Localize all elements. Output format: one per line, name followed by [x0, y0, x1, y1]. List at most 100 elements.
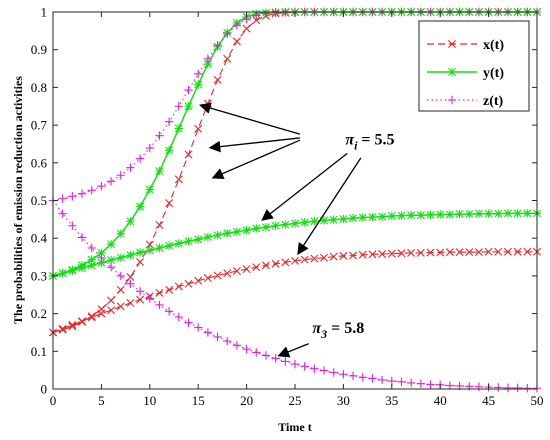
- data-point: [387, 249, 396, 258]
- data-point: [407, 248, 416, 257]
- data-point: [135, 202, 145, 211]
- data-point: [339, 214, 348, 224]
- data-point: [242, 226, 251, 235]
- data-point: [106, 263, 116, 272]
- data-point: [252, 224, 261, 233]
- annotation-label: πi = 5.5: [345, 132, 394, 153]
- data-point: [300, 218, 309, 227]
- data-point: [523, 247, 532, 256]
- data-point: [242, 265, 251, 274]
- data-point: [329, 252, 338, 261]
- data-point: [329, 215, 338, 224]
- data-point: [271, 8, 280, 17]
- data-point: [126, 273, 135, 282]
- data-point: [58, 324, 67, 333]
- legend-entry-xt: x(t): [427, 38, 504, 53]
- data-point: [406, 378, 416, 388]
- x-tick-label: 40: [434, 393, 447, 408]
- x-tick-label: 5: [98, 393, 105, 408]
- data-point: [503, 209, 513, 218]
- data-point: [426, 210, 435, 220]
- data-point: [436, 248, 445, 257]
- data-point: [58, 209, 67, 218]
- data-point: [474, 248, 483, 257]
- data-point: [194, 323, 203, 332]
- data-point: [165, 285, 174, 294]
- data-point: [397, 211, 406, 220]
- data-point: [78, 317, 87, 326]
- y-tick-label: 0.3: [31, 268, 47, 283]
- annotation-value: = 5.8: [327, 320, 364, 337]
- data-point: [213, 75, 222, 84]
- data-point: [523, 384, 532, 393]
- data-point: [145, 294, 154, 303]
- data-point: [503, 383, 513, 393]
- data-point: [261, 351, 271, 360]
- data-point: [281, 357, 290, 366]
- data-point: [445, 210, 455, 219]
- data-point: [426, 248, 435, 257]
- data-point: [300, 255, 309, 264]
- annotation-symbol: π: [312, 320, 322, 337]
- data-point: [484, 209, 493, 218]
- data-point: [97, 248, 106, 258]
- annotation-arrow: [208, 137, 300, 153]
- data-point: [126, 217, 135, 226]
- data-point: [194, 80, 203, 89]
- data-point: [397, 249, 406, 258]
- data-point: [203, 274, 212, 283]
- data-point: [145, 246, 154, 255]
- data-point: [436, 210, 445, 219]
- data-point: [378, 250, 387, 259]
- x-tick-label: 45: [482, 393, 495, 408]
- data-point: [136, 257, 145, 266]
- data-point: [155, 221, 164, 229]
- data-point: [271, 259, 280, 268]
- data-point: [232, 20, 242, 30]
- data-point: [223, 269, 232, 278]
- data-point: [242, 344, 251, 354]
- data-point: [135, 248, 145, 257]
- legend-marker: [447, 95, 457, 105]
- data-point: [126, 299, 135, 308]
- data-point: [416, 379, 426, 388]
- data-point: [300, 362, 309, 371]
- y-tick-label: 0.4: [31, 231, 48, 246]
- data-point: [116, 271, 125, 281]
- data-point: [116, 229, 125, 238]
- annotation-arrow: [211, 139, 301, 180]
- data-point: [87, 186, 96, 195]
- data-point: [387, 211, 396, 221]
- data-point: [155, 131, 164, 140]
- x-tick-label: 30: [337, 393, 350, 408]
- data-point: [261, 223, 271, 232]
- annotation-0: πi = 5.5: [199, 102, 395, 256]
- series-zt-5: [48, 196, 542, 393]
- data-point: [107, 296, 116, 305]
- data-point: [203, 59, 213, 69]
- x-tick-label: 15: [192, 393, 205, 408]
- data-point: [174, 102, 184, 111]
- x-tick-label: 0: [50, 393, 57, 408]
- data-point: [97, 309, 106, 318]
- y-tick-label: 0: [41, 382, 48, 397]
- x-tick-label: 50: [531, 393, 544, 408]
- data-point: [106, 240, 116, 249]
- data-point: [174, 239, 184, 248]
- data-point: [406, 211, 416, 220]
- axes-layer: 0 5 10 15 20 25 30 35 40 45 50 0 0.1 0.2 0.3 0.4 0.5 0.6 0…: [31, 5, 544, 409]
- data-point: [77, 233, 87, 242]
- data-point: [194, 276, 203, 285]
- data-point: [484, 247, 493, 256]
- data-point: [107, 306, 116, 315]
- data-point: [184, 150, 193, 159]
- data-point: [68, 221, 77, 230]
- data-point: [194, 69, 203, 79]
- data-point: [339, 251, 348, 260]
- data-point: [184, 102, 193, 111]
- data-point: [503, 247, 512, 256]
- data-point: [194, 235, 203, 244]
- data-point: [68, 192, 77, 201]
- data-point: [513, 209, 522, 218]
- data-point: [164, 241, 174, 250]
